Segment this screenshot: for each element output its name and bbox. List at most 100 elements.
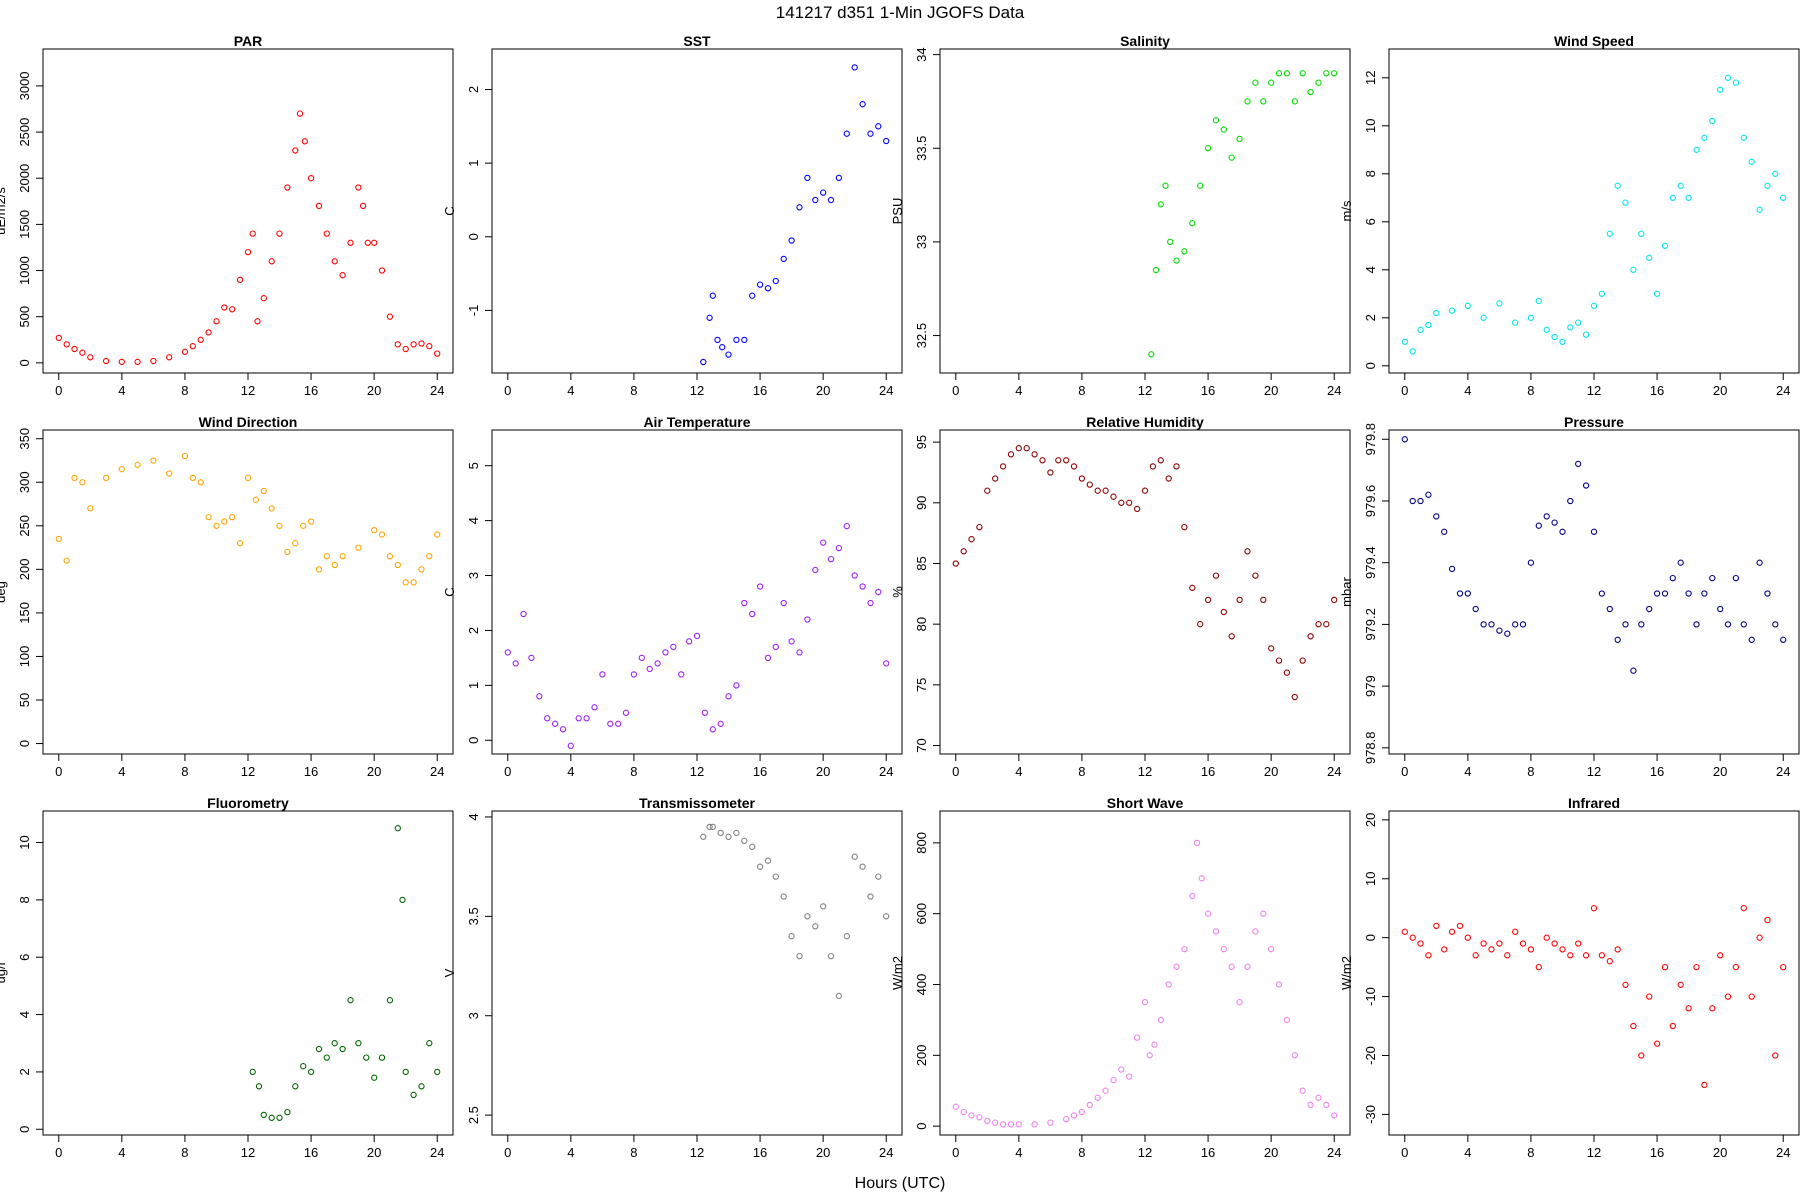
x-tick-label: 12 xyxy=(1138,383,1152,398)
y-tick-label: -10 xyxy=(1363,987,1378,1006)
data-point xyxy=(1598,952,1606,959)
data-point xyxy=(1472,952,1479,959)
data-point xyxy=(700,358,707,366)
data-point xyxy=(1772,1052,1779,1059)
data-point xyxy=(685,638,693,645)
panel-title: SST xyxy=(683,33,711,49)
panel-title: Relative Humidity xyxy=(1086,414,1204,430)
data-point xyxy=(260,1111,267,1119)
data-point xyxy=(1543,326,1550,333)
data-point xyxy=(1102,487,1109,494)
data-point xyxy=(229,513,236,521)
data-point xyxy=(1252,928,1259,935)
data-point xyxy=(284,548,291,556)
data-point xyxy=(1133,1034,1141,1041)
x-tick-label: 0 xyxy=(55,383,62,398)
data-point xyxy=(197,479,204,486)
panel-title: PAR xyxy=(234,33,263,49)
data-point xyxy=(788,638,795,645)
data-point xyxy=(300,522,307,529)
data-point xyxy=(205,513,212,521)
data-point xyxy=(536,693,543,700)
data-point xyxy=(1094,1094,1101,1101)
data-point xyxy=(1307,1101,1314,1109)
panel-salinity: Salinity PSU 0 4 8 12 16 20 24 32.5 33 33.5 34 xyxy=(890,33,1351,398)
data-point xyxy=(1598,590,1606,597)
x-tick-label: 8 xyxy=(181,764,188,779)
data-point xyxy=(252,496,260,503)
data-point xyxy=(867,130,874,137)
data-point xyxy=(118,358,125,366)
data-point xyxy=(1441,528,1448,535)
plot-frame xyxy=(42,810,454,1136)
data-point xyxy=(189,474,196,482)
data-point xyxy=(717,829,724,837)
data-point xyxy=(678,671,685,678)
x-tick-label: 0 xyxy=(1401,383,1408,398)
data-point xyxy=(749,292,756,299)
data-point xyxy=(394,825,401,832)
y-tick-label: 1000 xyxy=(17,256,32,285)
data-point xyxy=(1622,199,1629,206)
data-point xyxy=(410,1091,417,1099)
data-point xyxy=(796,204,803,211)
data-point xyxy=(1582,952,1590,959)
data-point xyxy=(1268,79,1275,86)
data-point xyxy=(952,1103,959,1110)
data-point xyxy=(1677,981,1684,988)
x-tick-label: 8 xyxy=(181,1145,188,1160)
data-point xyxy=(1162,182,1169,189)
data-point xyxy=(197,336,204,343)
data-point xyxy=(1204,145,1212,152)
data-point xyxy=(1157,457,1164,464)
data-point xyxy=(55,535,62,543)
data-point xyxy=(1141,487,1149,494)
data-point xyxy=(1152,266,1160,274)
data-point xyxy=(1047,469,1054,476)
data-point xyxy=(1780,194,1787,201)
data-point xyxy=(1519,621,1527,628)
data-point xyxy=(1496,940,1503,947)
x-tick-label: 16 xyxy=(304,383,318,398)
y-tick-label: 34 xyxy=(914,47,929,61)
data-point xyxy=(591,704,598,711)
data-point xyxy=(1653,1040,1661,1047)
data-point xyxy=(1740,621,1747,628)
x-tick-label: 8 xyxy=(1527,1145,1534,1160)
data-point xyxy=(875,123,882,130)
data-point xyxy=(1268,945,1275,953)
data-point xyxy=(292,1083,299,1090)
data-point xyxy=(1157,201,1164,208)
data-point xyxy=(315,202,323,210)
x-tick-label: 8 xyxy=(630,383,637,398)
data-point xyxy=(1653,590,1661,597)
data-point xyxy=(820,539,827,546)
data-point xyxy=(292,147,299,154)
data-point xyxy=(1165,475,1172,482)
data-point xyxy=(835,992,843,1000)
data-point xyxy=(512,660,519,667)
panel-short-wave: Short Wave W/m2 0 4 8 12 16 20 24 0 200 400 600 800 xyxy=(890,795,1351,1160)
panel-title: Air Temperature xyxy=(643,414,750,430)
y-tick-label: 5 xyxy=(466,462,481,469)
x-tick-label: 20 xyxy=(1713,1145,1727,1160)
data-point xyxy=(1015,445,1022,452)
x-tick-label: 24 xyxy=(1776,764,1790,779)
y-tick-label: 95 xyxy=(914,435,929,449)
data-point xyxy=(1228,633,1235,640)
x-tick-label: 4 xyxy=(1464,764,1471,779)
y-tick-label: 80 xyxy=(914,617,929,631)
x-tick-label: 8 xyxy=(1078,383,1085,398)
x-tick-label: 12 xyxy=(1587,383,1601,398)
data-point xyxy=(1512,319,1519,326)
plot-frame xyxy=(939,429,1351,755)
data-point xyxy=(952,560,959,567)
data-point xyxy=(1756,559,1763,566)
y-tick-label: 0 xyxy=(1363,362,1378,369)
y-tick-label: 1 xyxy=(466,682,481,689)
data-point xyxy=(1646,993,1653,1000)
x-tick-label: 16 xyxy=(1201,383,1215,398)
data-point xyxy=(363,1054,370,1061)
